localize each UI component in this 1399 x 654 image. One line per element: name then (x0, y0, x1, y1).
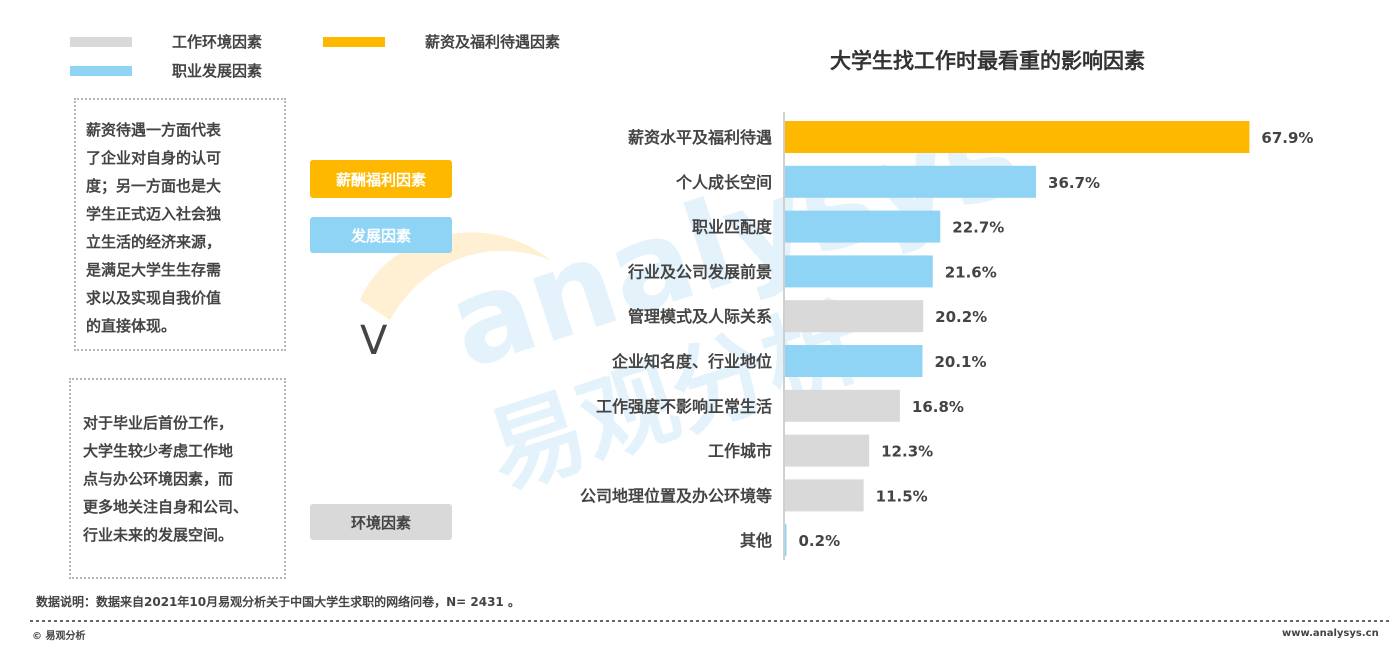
pill-environment-factor: 环境因素 (310, 504, 452, 540)
value-label: 12.3% (881, 443, 933, 461)
insight-line: 薪资待遇一方面代表 (86, 121, 222, 139)
bar (785, 300, 924, 333)
value-label: 36.7% (1048, 174, 1100, 192)
value-label: 21.6% (945, 263, 997, 281)
value-label: 16.8% (912, 398, 964, 416)
bar (785, 121, 1250, 153)
insight-line: 是满足大学生生存需 (86, 261, 222, 279)
data-source-note: 数据说明：数据来自2021年10月易观分析关于中国大学生求职的网络问卷，N= 2… (36, 595, 520, 609)
value-label: 20.1% (934, 353, 986, 371)
insight-text-salary: 薪资待遇一方面代表 了企业对自身的认可 度；另一方面也是大 学生正式迈入社会独 … (86, 116, 281, 340)
category-label: 职业匹配度 (692, 218, 773, 237)
category-label: 个人成长空间 (675, 173, 772, 192)
value-label: 20.2% (935, 308, 987, 326)
insight-line: 点与办公环境因素，而 (83, 470, 234, 488)
legend-swatch-salary (323, 37, 385, 47)
insight-line: 对于毕业后首份工作， (83, 414, 234, 432)
bar (785, 434, 870, 467)
category-label: 行业及公司发展前景 (627, 262, 772, 281)
footer-copyright: © 易观分析 (32, 631, 86, 642)
insight-line: 了企业对自身的认可 (86, 149, 222, 167)
category-label: 工作城市 (708, 442, 772, 461)
value-label: 22.7% (952, 219, 1004, 237)
insight-line: 的直接体现。 (86, 317, 177, 335)
insight-line: 求以及实现自我价值 (86, 289, 222, 307)
bar (785, 165, 1037, 198)
insight-text-environment: 对于毕业后首份工作， 大学生较少考虑工作地 点与办公环境因素，而 更多地关注自身… (83, 409, 283, 549)
bar (785, 255, 933, 288)
insight-line: 度；另一方面也是大 (86, 177, 222, 195)
bar (785, 524, 787, 557)
insight-box-environment (69, 378, 286, 579)
legend-label-salary: 薪资及福利待遇因素 (425, 33, 561, 51)
footer-divider (30, 620, 1390, 622)
value-label: 11.5% (876, 487, 928, 505)
chart-title: 大学生找工作时最看重的影响因素 (830, 49, 1145, 73)
bar (785, 389, 900, 422)
pill-salary-factor: 薪酬福利因素 (310, 160, 452, 198)
insight-line: 更多地关注自身和公司、 (83, 498, 249, 516)
bar (785, 345, 923, 377)
value-label: 0.2% (799, 532, 841, 550)
category-label: 工作强度不影响正常生活 (596, 397, 772, 416)
category-label: 公司地理位置及办公环境等 (580, 486, 772, 505)
category-label: 管理模式及人际关系 (628, 307, 772, 326)
insight-line: 立生活的经济来源， (86, 233, 222, 251)
pill-development-factor: 发展因素 (310, 217, 452, 253)
legend-label-environment: 工作环境因素 (172, 33, 263, 51)
insight-line: 行业未来的发展空间。 (83, 526, 234, 544)
insight-line: 学生正式迈入社会独 (86, 205, 222, 223)
greater-than-symbol: V (360, 318, 388, 364)
legend-label-development: 职业发展因素 (172, 62, 263, 80)
insight-line: 大学生较少考虑工作地 (83, 442, 234, 460)
value-label: 67.9% (1261, 129, 1313, 147)
bar (785, 479, 864, 512)
category-label: 薪资水平及福利待遇 (628, 128, 772, 147)
footer-website[interactable]: www.analysys.cn (1282, 628, 1379, 639)
category-label: 其他 (740, 531, 772, 550)
legend-swatch-environment (70, 37, 132, 47)
legend-swatch-development (70, 66, 132, 76)
category-label: 企业知名度、行业地位 (611, 352, 772, 371)
insight-box-salary (74, 98, 286, 351)
bar (785, 210, 941, 243)
